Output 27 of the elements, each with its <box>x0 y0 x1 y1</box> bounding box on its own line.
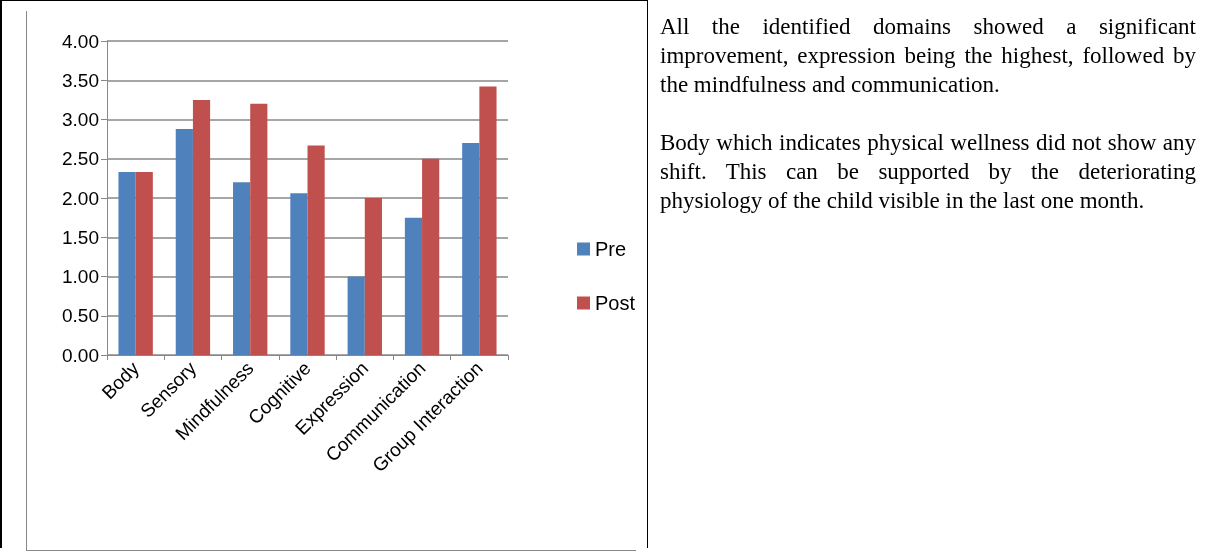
bar <box>462 143 480 355</box>
bar <box>175 128 193 355</box>
y-tick-label: 1.50 <box>62 226 99 248</box>
bar <box>422 158 440 355</box>
bar <box>290 193 308 355</box>
y-tick-label: 0.00 <box>62 344 99 366</box>
y-tick-label: 3.00 <box>62 109 99 130</box>
text: All the identified domains showed a significant improvement, expression being the highest, followed by the mindfulness and communication. <box>660 13 1196 99</box>
bar <box>307 145 325 355</box>
bar <box>135 172 153 355</box>
bar <box>404 217 423 355</box>
y-tick-label: 0.50 <box>62 305 99 327</box>
bar <box>233 182 251 355</box>
legend-label: Post <box>594 292 636 314</box>
y-tick-label: 2.00 <box>62 187 99 209</box>
y-tick-label: 2.50 <box>62 148 99 170</box>
bar <box>479 86 497 355</box>
bar <box>364 198 382 355</box>
text: Body which indicates physical wellness did not show any shift. This can be supported by the deteriorating physiology of the child visible in the last one month. <box>660 129 1196 215</box>
y-tick-label: 1.00 <box>62 266 99 287</box>
bar <box>347 276 365 355</box>
y-tick-label: 4.00 <box>62 30 99 52</box>
bar <box>192 99 211 355</box>
y-tick-label: 3.50 <box>62 69 99 91</box>
bar <box>250 103 268 355</box>
bar <box>118 172 136 355</box>
legend-label: Pre <box>594 238 627 260</box>
